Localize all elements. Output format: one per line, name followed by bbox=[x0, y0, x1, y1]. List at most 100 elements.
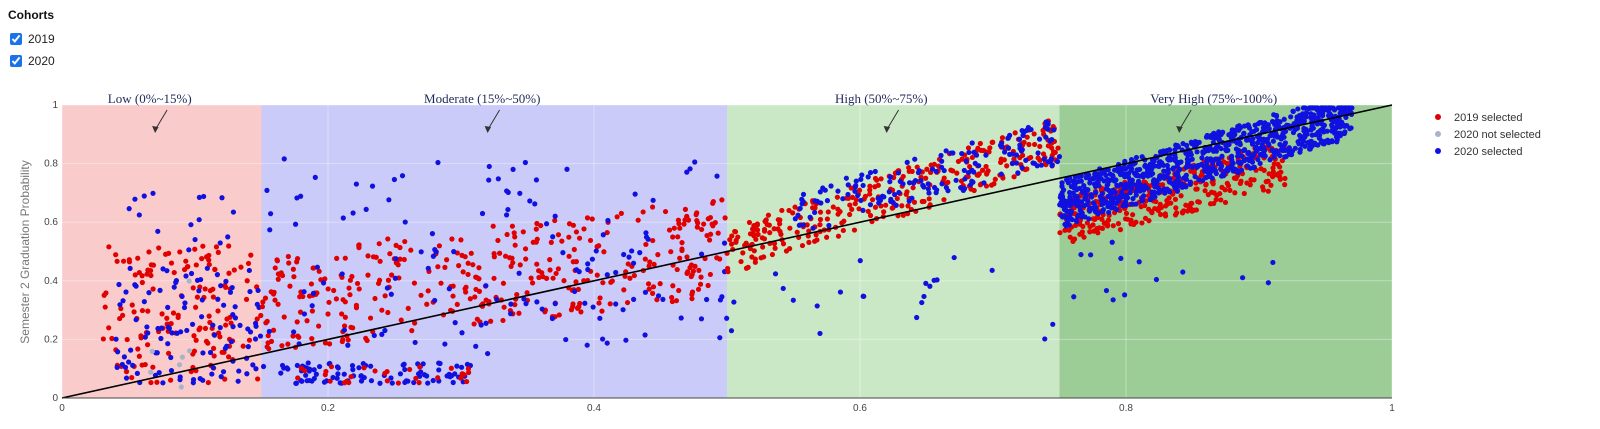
point-13-736 bbox=[1250, 165, 1257, 171]
cohort-option-2019[interactable]: 2019 bbox=[8, 28, 55, 50]
point-1-38 bbox=[211, 332, 218, 338]
point-13-719 bbox=[1147, 161, 1153, 167]
point-13-687 bbox=[1220, 129, 1226, 135]
point-8-3 bbox=[486, 177, 492, 183]
point-11-19 bbox=[814, 303, 820, 309]
point-9-8 bbox=[817, 222, 823, 228]
point-13-894 bbox=[1159, 160, 1165, 166]
point-13-619 bbox=[1161, 175, 1167, 181]
cohort-2019-checkbox[interactable] bbox=[10, 33, 22, 45]
point-10-122 bbox=[904, 159, 910, 165]
point-13-848 bbox=[1220, 171, 1226, 177]
point-13-871 bbox=[1110, 174, 1116, 180]
point-10-149 bbox=[1056, 154, 1063, 160]
point-4-332 bbox=[646, 263, 652, 269]
point-12-78 bbox=[1122, 216, 1129, 222]
point-11-6 bbox=[857, 258, 863, 264]
point-14-10 bbox=[1110, 297, 1116, 303]
point-13-678 bbox=[1302, 143, 1308, 149]
point-4-356 bbox=[347, 292, 353, 298]
point-10-141 bbox=[933, 168, 939, 175]
point-3-2 bbox=[179, 354, 186, 360]
point-13-776 bbox=[1066, 189, 1073, 196]
point-13-893 bbox=[1302, 112, 1308, 118]
point-10-90 bbox=[872, 168, 878, 175]
point-1-87 bbox=[200, 350, 206, 356]
point-5-35 bbox=[418, 249, 424, 255]
cohort-option-2020[interactable]: 2020 bbox=[8, 50, 55, 72]
point-13-464 bbox=[1218, 163, 1225, 169]
point-4-136 bbox=[472, 294, 478, 300]
point-9-231 bbox=[950, 168, 956, 174]
point-4-232 bbox=[679, 240, 685, 246]
point-4-334 bbox=[279, 343, 285, 349]
point-12-308 bbox=[1275, 161, 1281, 167]
point-4-17 bbox=[670, 234, 676, 240]
point-9-302 bbox=[987, 145, 993, 151]
point-1-102 bbox=[122, 364, 129, 370]
point-0-64 bbox=[206, 313, 212, 319]
point-9-202 bbox=[851, 227, 858, 233]
point-4-227 bbox=[692, 263, 698, 269]
point-13-891 bbox=[1244, 156, 1250, 162]
point-9-161 bbox=[911, 199, 918, 205]
point-4-154 bbox=[341, 323, 348, 329]
point-9-113 bbox=[869, 197, 876, 203]
point-12-215 bbox=[1101, 220, 1107, 226]
point-9-150 bbox=[975, 145, 981, 151]
point-4-30 bbox=[682, 206, 689, 212]
point-2-11 bbox=[188, 222, 194, 228]
point-9-25 bbox=[849, 206, 855, 213]
point-13-845 bbox=[1282, 154, 1288, 160]
point-5-61 bbox=[721, 240, 728, 246]
point-4-98 bbox=[597, 295, 603, 301]
point-1-42 bbox=[144, 324, 150, 330]
point-13-855 bbox=[1165, 169, 1171, 176]
point-13-310 bbox=[1152, 163, 1158, 169]
point-1-95 bbox=[168, 367, 175, 374]
point-0-112 bbox=[213, 244, 220, 250]
point-4-84 bbox=[538, 222, 544, 229]
point-4-26 bbox=[501, 304, 507, 310]
point-13-318 bbox=[1149, 166, 1155, 172]
point-13-840 bbox=[1205, 158, 1211, 164]
point-6-6 bbox=[313, 371, 319, 377]
point-8-16 bbox=[264, 187, 270, 193]
point-0-46 bbox=[144, 271, 150, 277]
point-5-2 bbox=[446, 286, 452, 292]
point-9-201 bbox=[835, 233, 842, 239]
point-13-843 bbox=[1170, 166, 1176, 172]
point-4-33 bbox=[385, 277, 392, 283]
point-10-44 bbox=[800, 191, 807, 198]
point-6-30 bbox=[389, 380, 395, 386]
point-5-41 bbox=[678, 315, 684, 321]
point-9-287 bbox=[1028, 154, 1034, 161]
point-10-114 bbox=[852, 188, 858, 194]
point-4-153 bbox=[268, 338, 275, 344]
point-4-86 bbox=[306, 293, 313, 299]
point-4-364 bbox=[511, 230, 517, 236]
cohort-2020-checkbox[interactable] bbox=[10, 55, 22, 67]
point-12-93 bbox=[1203, 181, 1209, 188]
point-4-244 bbox=[290, 333, 296, 339]
point-13-864 bbox=[1235, 159, 1242, 165]
point-10-115 bbox=[950, 150, 956, 156]
point-13-726 bbox=[1172, 185, 1178, 191]
point-13-881 bbox=[1172, 157, 1178, 163]
point-0-126 bbox=[150, 262, 157, 268]
point-13-771 bbox=[1195, 162, 1201, 169]
point-11-15 bbox=[1050, 321, 1056, 327]
point-4-108 bbox=[599, 308, 605, 314]
point-1-55 bbox=[165, 304, 171, 310]
point-9-73 bbox=[787, 225, 793, 231]
point-10-39 bbox=[886, 189, 892, 195]
point-9-318 bbox=[852, 201, 858, 207]
point-8-41 bbox=[312, 174, 318, 180]
point-13-741 bbox=[1061, 213, 1067, 219]
point-13-460 bbox=[1241, 147, 1248, 153]
point-5-65 bbox=[549, 315, 556, 322]
point-4-265 bbox=[539, 270, 545, 276]
point-6-55 bbox=[341, 371, 347, 377]
point-9-247 bbox=[1011, 174, 1017, 180]
point-13-327 bbox=[1290, 129, 1297, 136]
